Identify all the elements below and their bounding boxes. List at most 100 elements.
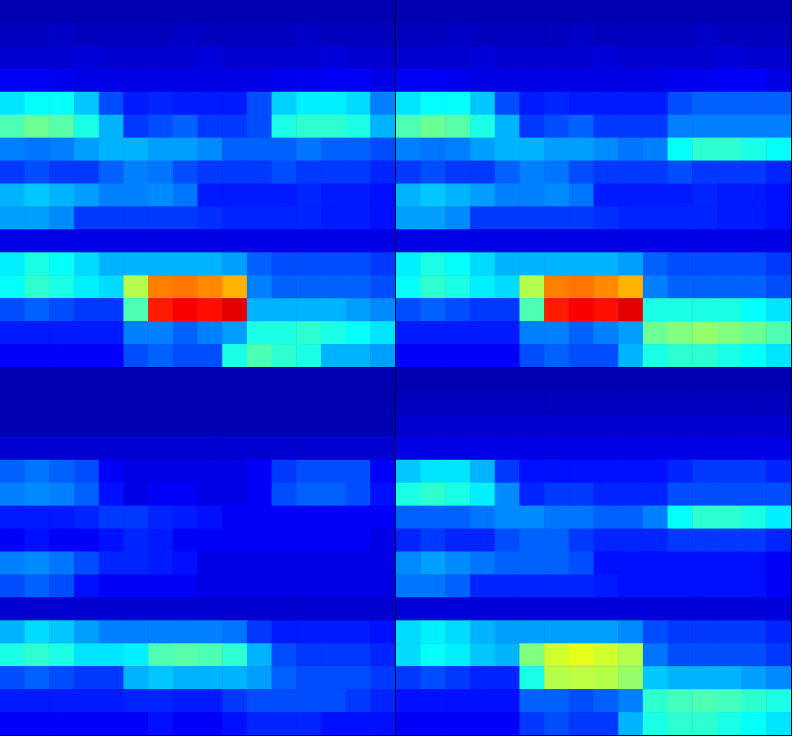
heatmap-cell: [519, 69, 544, 92]
heatmap-cell: [173, 138, 198, 161]
heatmap-cell: [766, 115, 791, 138]
heatmap-cell: [618, 689, 643, 712]
heatmap-cell: [173, 666, 198, 689]
heatmap-cell: [74, 368, 99, 391]
heatmap-cell: [692, 414, 717, 437]
heatmap-cell: [173, 0, 198, 23]
heatmap-cell: [148, 506, 173, 529]
heatmap-cell: [569, 368, 594, 391]
heatmap-cell: [742, 712, 767, 735]
heatmap-cell: [123, 620, 148, 643]
heatmap-cell: [766, 69, 791, 92]
heatmap-cell: [618, 344, 643, 367]
heatmap-cell: [173, 252, 198, 275]
heatmap-cell: [198, 69, 223, 92]
heatmap-cell: [692, 138, 717, 161]
heatmap-cell: [643, 252, 668, 275]
heatmap-cell: [99, 597, 124, 620]
heatmap-cell: [643, 506, 668, 529]
heatmap-cell: [247, 0, 272, 23]
heatmap-cell: [123, 552, 148, 575]
heatmap-cell: [618, 69, 643, 92]
heatmap-cell: [594, 344, 619, 367]
heatmap-cell: [370, 620, 395, 643]
heatmap-cell: [370, 229, 395, 252]
heatmap-cell: [618, 620, 643, 643]
heatmap-cell: [222, 115, 247, 138]
heatmap-cell: [49, 115, 74, 138]
heatmap-cell: [198, 184, 223, 207]
heatmap-cell: [396, 275, 421, 298]
heatmap-cell: [519, 229, 544, 252]
heatmap-cell: [321, 552, 346, 575]
heatmap-cell: [222, 46, 247, 69]
heatmap-cell: [247, 506, 272, 529]
heatmap-cell: [49, 229, 74, 252]
heatmap-cell: [321, 321, 346, 344]
heatmap-cell: [421, 298, 446, 321]
heatmap-cell: [396, 298, 421, 321]
heatmap-cell: [222, 23, 247, 46]
heatmap-cell: [296, 138, 321, 161]
heatmap-cell: [742, 46, 767, 69]
heatmap-cell: [173, 344, 198, 367]
heatmap-cell: [148, 184, 173, 207]
heatmap-cell: [25, 666, 50, 689]
heatmap-cell: [766, 597, 791, 620]
heatmap-cell: [668, 689, 693, 712]
heatmap-cell: [495, 252, 520, 275]
heatmap-cell: [370, 138, 395, 161]
heatmap-cell: [222, 252, 247, 275]
heatmap-cell: [742, 689, 767, 712]
heatmap-cell: [0, 643, 25, 666]
heatmap-cell: [668, 597, 693, 620]
heatmap-cell: [370, 391, 395, 414]
heatmap-cell: [0, 529, 25, 552]
heatmap-cell: [643, 229, 668, 252]
heatmap-cell: [198, 275, 223, 298]
heatmap-cell: [247, 344, 272, 367]
heatmap-cell: [25, 597, 50, 620]
heatmap-cell: [99, 689, 124, 712]
heatmap-cell: [123, 666, 148, 689]
heatmap-cell: [198, 115, 223, 138]
heatmap-cell: [272, 368, 297, 391]
heatmap-cell: [222, 92, 247, 115]
heatmap-cell: [643, 483, 668, 506]
heatmap-cell: [99, 229, 124, 252]
heatmap-cell: [569, 414, 594, 437]
heatmap-cell: [173, 460, 198, 483]
heatmap-cell: [123, 138, 148, 161]
heatmap-cell: [222, 138, 247, 161]
heatmap-cell: [519, 506, 544, 529]
heatmap-cell: [247, 368, 272, 391]
heatmap-cell: [470, 138, 495, 161]
heatmap-cell: [198, 252, 223, 275]
heatmap-cell: [717, 275, 742, 298]
heatmap-cell: [346, 161, 371, 184]
heatmap-cell: [148, 252, 173, 275]
heatmap-cell: [49, 321, 74, 344]
heatmap-cell: [717, 0, 742, 23]
heatmap-cell: [346, 689, 371, 712]
heatmap-cell: [470, 229, 495, 252]
heatmap-cell: [74, 138, 99, 161]
heatmap-cell: [0, 437, 25, 460]
heatmap-cell: [544, 252, 569, 275]
heatmap-cell: [421, 414, 446, 437]
heatmap-cell: [173, 229, 198, 252]
heatmap-cell: [148, 298, 173, 321]
heatmap-cell: [247, 414, 272, 437]
heatmap-cell: [692, 391, 717, 414]
heatmap-cell: [74, 252, 99, 275]
heatmap-cell: [148, 414, 173, 437]
heatmap-cell: [296, 206, 321, 229]
heatmap-cell: [25, 229, 50, 252]
heatmap-cell: [717, 597, 742, 620]
heatmap-cell: [692, 69, 717, 92]
heatmap-cell: [123, 414, 148, 437]
heatmap-cell: [618, 666, 643, 689]
heatmap-cell: [272, 483, 297, 506]
heatmap-cell: [272, 23, 297, 46]
heatmap-cell: [49, 184, 74, 207]
